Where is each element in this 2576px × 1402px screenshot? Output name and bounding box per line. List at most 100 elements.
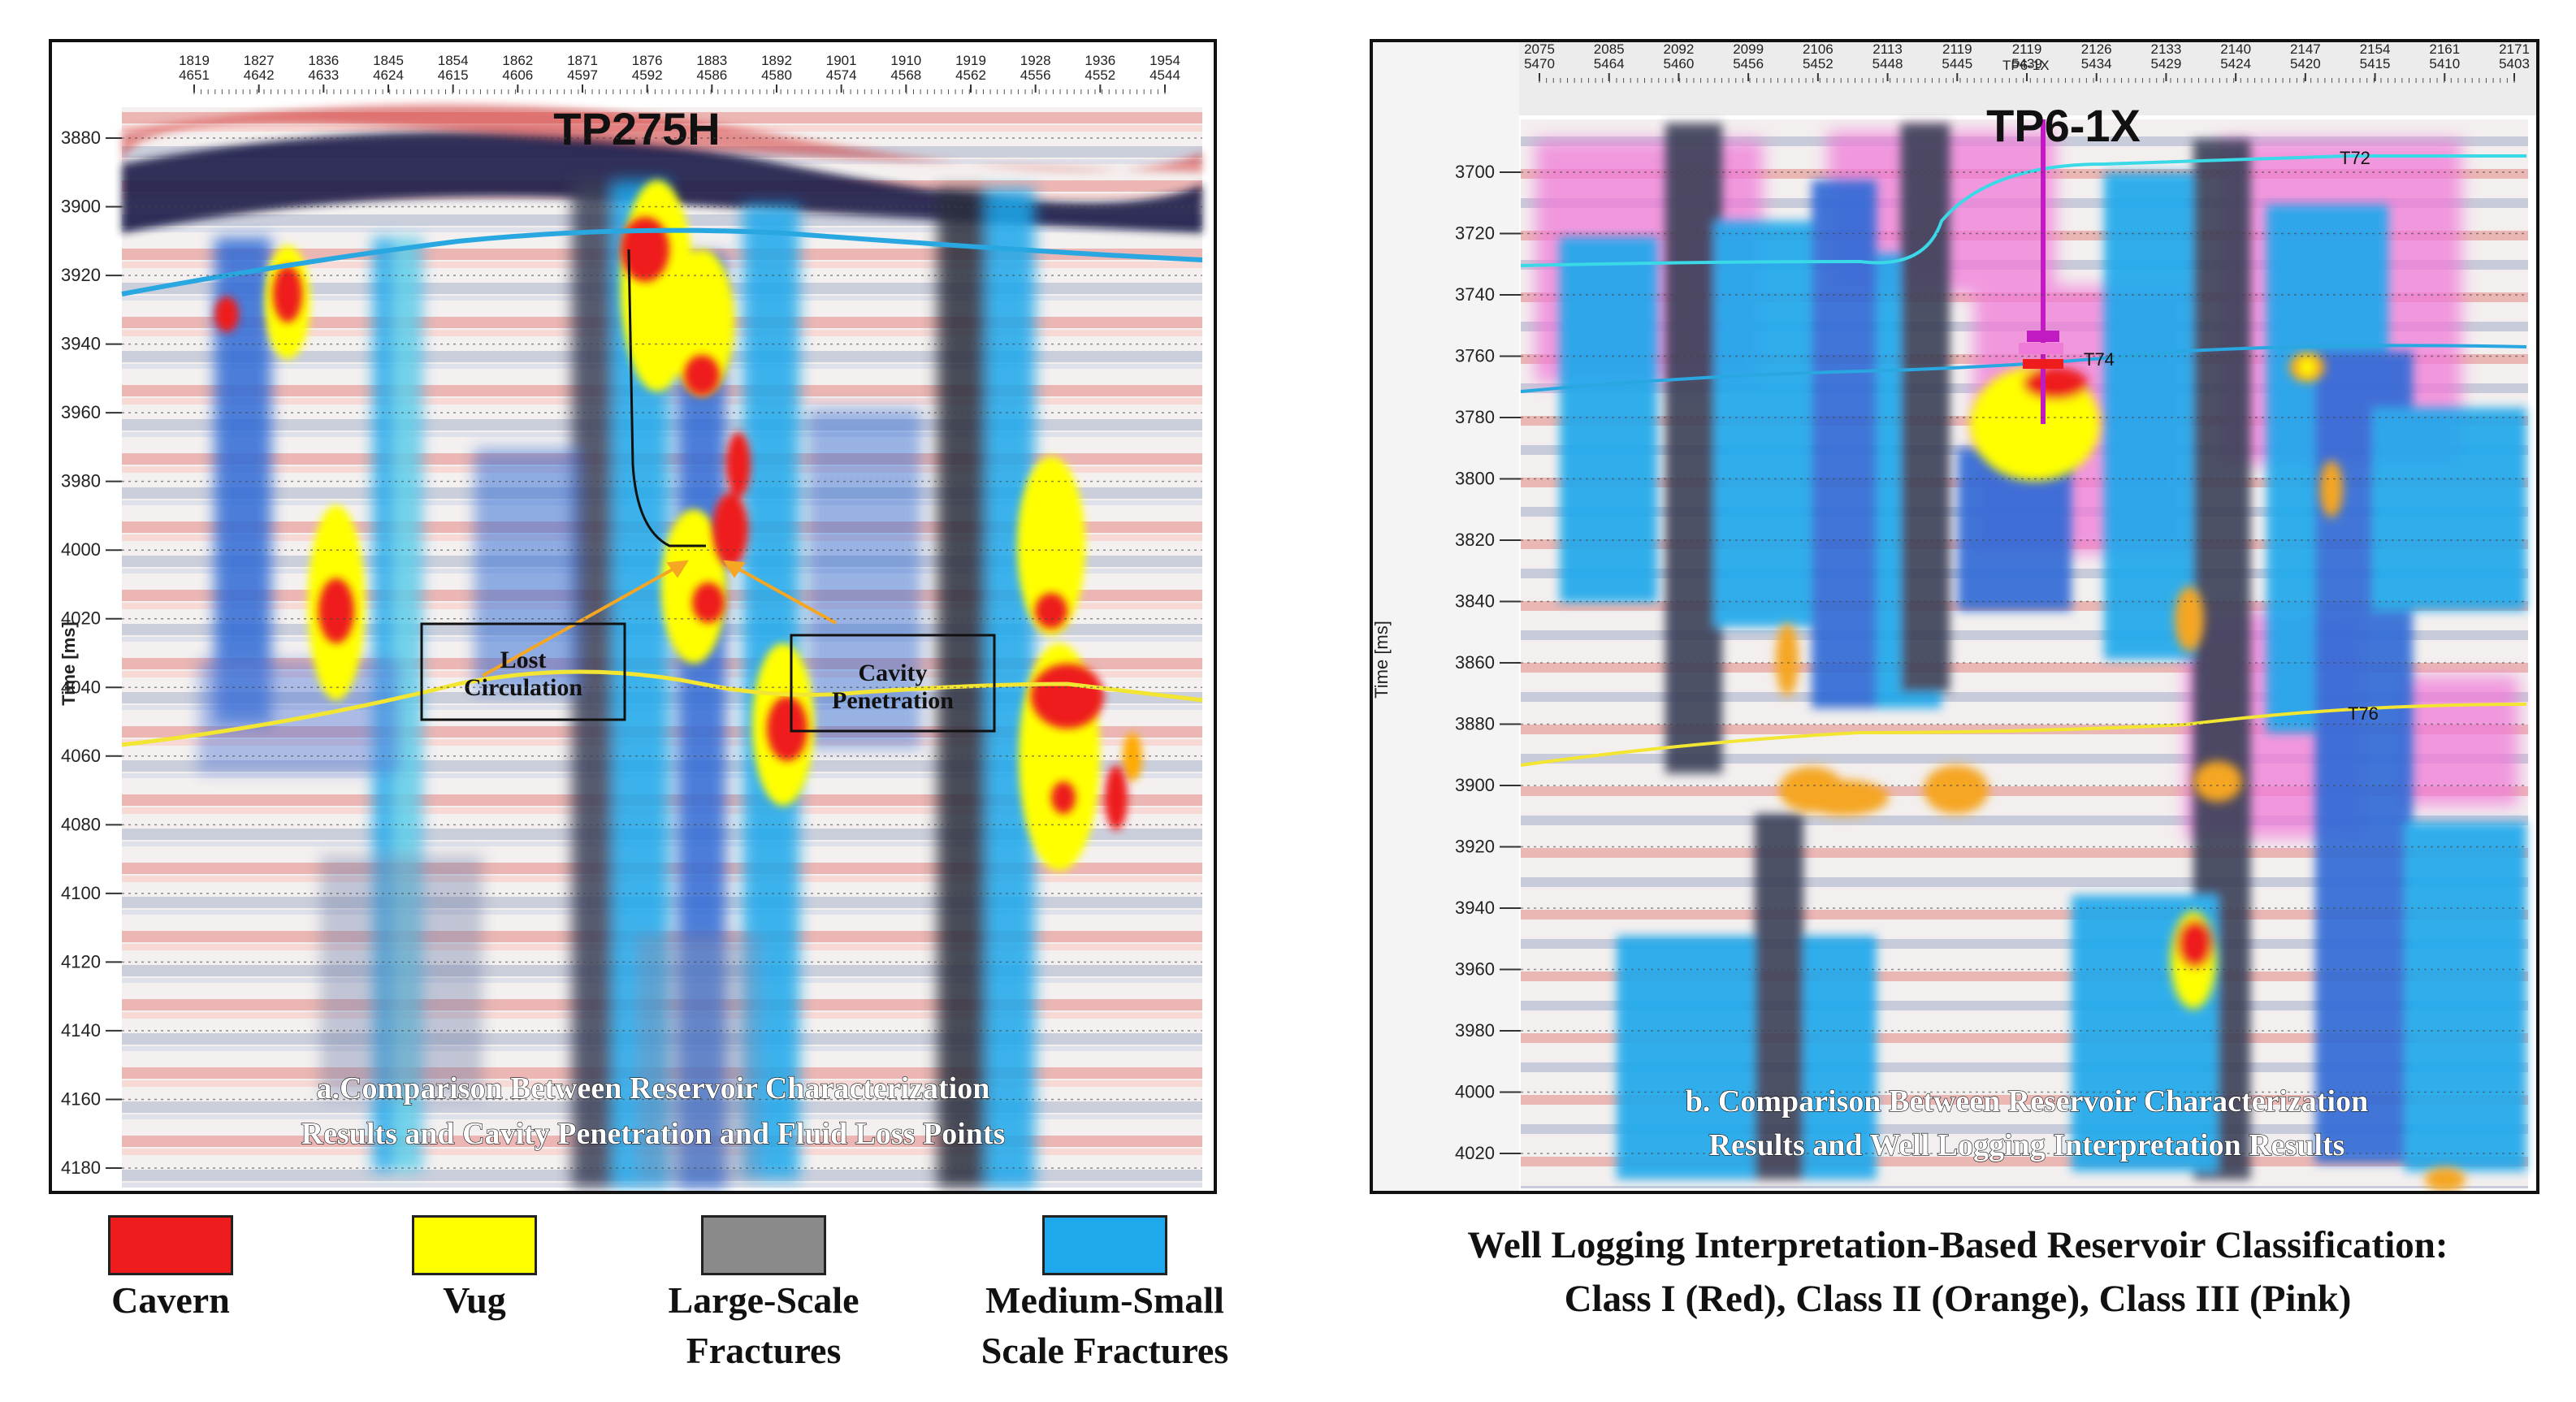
time-tick-label: 3880 bbox=[1455, 714, 1495, 734]
time-tick-label: 3900 bbox=[61, 197, 101, 217]
trace-tick-top: 1819 bbox=[179, 53, 210, 68]
trace-tick-top: 2113 bbox=[1872, 42, 1903, 57]
panel-b-seismic-section: T72 T74 T76 TP6-1X TP6-1X 2075 5470 2085 54… bbox=[1370, 39, 2539, 1194]
trace-tick-top: 1954 bbox=[1149, 53, 1180, 68]
time-tick-label: 3800 bbox=[1455, 469, 1495, 489]
legend-item-cavern: Cavern bbox=[89, 1215, 252, 1326]
horizon-label-t76: T76 bbox=[2348, 703, 2379, 724]
lost-circulation-label: Lost Circulation bbox=[464, 647, 582, 701]
trace-tick-bottom: 4580 bbox=[761, 67, 792, 83]
trace-tick-bottom: 5403 bbox=[2499, 56, 2530, 71]
trace-tick-top: 1919 bbox=[955, 53, 986, 68]
caption-a-line2: Results and Cavity Penetration and Fluid… bbox=[301, 1117, 1006, 1151]
time-tick-label: 3920 bbox=[1455, 837, 1495, 857]
trace-tick-top: 2075 bbox=[1524, 42, 1555, 57]
trace-tick-bottom: 4651 bbox=[179, 67, 210, 83]
horizon-label-t74: T74 bbox=[2084, 349, 2115, 370]
trace-tick-top: 1901 bbox=[826, 53, 857, 68]
trace-tick-top: 1836 bbox=[308, 53, 339, 68]
trace-tick-bottom: 5424 bbox=[2220, 56, 2251, 71]
trace-tick-bottom: 4592 bbox=[632, 67, 663, 83]
trace-tick-top: 1928 bbox=[1020, 53, 1051, 68]
classification-line1: Well Logging Interpretation-Based Reserv… bbox=[1467, 1224, 2448, 1266]
trace-tick-top: 1910 bbox=[890, 53, 921, 68]
time-tick-label: 3980 bbox=[1455, 1020, 1495, 1041]
trace-tick-bottom: 4624 bbox=[373, 67, 404, 83]
trace-tick-bottom: 4544 bbox=[1149, 67, 1180, 83]
panel-b-svg: T72 T74 T76 TP6-1X TP6-1X 20755470208554… bbox=[1373, 42, 2536, 1191]
time-tick-label: 4000 bbox=[61, 539, 101, 560]
legend-label-cavern: Cavern bbox=[111, 1279, 230, 1321]
time-tick-label: 3700 bbox=[1455, 162, 1495, 182]
well-trajectory-b bbox=[2019, 119, 2063, 424]
classification-note: Well Logging Interpretation-Based Reserv… bbox=[1373, 1218, 2543, 1326]
time-tick-label: 3860 bbox=[1455, 652, 1495, 673]
vug-swatch bbox=[412, 1215, 537, 1275]
trace-tick-top: 1892 bbox=[761, 53, 792, 68]
trace-tick-bottom: 4556 bbox=[1020, 67, 1051, 83]
trace-tick-top: 1862 bbox=[502, 53, 533, 68]
cavity-penetration-label: Cavity Penetration bbox=[832, 660, 954, 714]
trace-tick-top: 2099 bbox=[1733, 42, 1764, 57]
time-tick-label: 3940 bbox=[61, 334, 101, 354]
trace-tick-top: 2171 bbox=[2499, 42, 2530, 57]
time-tick-label: 4000 bbox=[1455, 1082, 1495, 1102]
time-tick-label: 3720 bbox=[1455, 223, 1495, 244]
trace-tick-bottom: 5434 bbox=[2081, 56, 2112, 71]
y-axis-label-a: Time [ms] bbox=[58, 621, 79, 706]
time-tick-label: 4180 bbox=[61, 1158, 101, 1178]
trace-tick-top: 2133 bbox=[2151, 42, 2182, 57]
trace-tick-bottom: 5420 bbox=[2290, 56, 2321, 71]
legend-item-vug: Vug bbox=[393, 1215, 556, 1326]
cavity-penetration-box bbox=[790, 634, 996, 733]
time-tick-label: 3880 bbox=[61, 128, 101, 148]
time-tick-label: 3960 bbox=[61, 402, 101, 422]
trace-tick-bottom: 4642 bbox=[244, 67, 275, 83]
time-axis-a: 3880 3900 3920 3940 3960 3980 4000 4020 4040 4060… bbox=[61, 128, 1202, 1178]
time-tick-label: 3900 bbox=[1455, 775, 1495, 795]
trace-tick-bottom: 5429 bbox=[2151, 56, 2182, 71]
trace-tick-top: 2119 bbox=[1942, 42, 1972, 57]
cavern-swatch bbox=[108, 1215, 233, 1275]
time-tick-label: 3940 bbox=[1455, 898, 1495, 918]
trace-tick-top: 1827 bbox=[244, 53, 275, 68]
legend-item-medium-small-fractures: Medium-Small Scale Fractures bbox=[934, 1215, 1275, 1376]
legend-label-medium-small-fractures: Medium-Small Scale Fractures bbox=[981, 1279, 1229, 1371]
time-tick-label: 4140 bbox=[61, 1020, 101, 1041]
trace-tick-bottom: 4586 bbox=[696, 67, 727, 83]
trace-tick-top: 1876 bbox=[632, 53, 663, 68]
time-tick-label: 3920 bbox=[61, 265, 101, 285]
trace-tick-top: 2147 bbox=[2290, 42, 2321, 57]
seismic-image-b bbox=[1520, 119, 2528, 1191]
trace-tick-bottom: 5456 bbox=[1733, 56, 1764, 71]
time-tick-label: 4020 bbox=[1455, 1143, 1495, 1163]
y-axis-label-b: Time [ms] bbox=[1373, 621, 1392, 699]
caption-b-line1: b. Comparison Between Reservoir Characte… bbox=[1686, 1084, 2368, 1119]
trace-tick-bottom: 4606 bbox=[502, 67, 533, 83]
legend-label-vug: Vug bbox=[443, 1279, 506, 1321]
medium-small-fractures-swatch bbox=[1042, 1215, 1167, 1275]
caption-b-line2: Results and Well Logging Interpretation … bbox=[1709, 1128, 2345, 1162]
time-tick-label: 4080 bbox=[61, 814, 101, 834]
time-tick-label: 3740 bbox=[1455, 284, 1495, 305]
trace-tick-bottom: 5448 bbox=[1872, 56, 1903, 71]
time-tick-label: 4040 bbox=[61, 677, 101, 697]
large-fractures-swatch bbox=[701, 1215, 826, 1275]
trace-tick-top: 2140 bbox=[2220, 42, 2251, 57]
trace-tick-top: 2126 bbox=[2081, 42, 2112, 57]
time-tick-label: 3960 bbox=[1455, 959, 1495, 980]
time-axis-b: 3700 3720 3740 3760 3780 3800 3820 3840 3860 3880… bbox=[1455, 162, 2528, 1163]
well-name-b: TP6-1X bbox=[1986, 100, 2141, 151]
legend-label-large-fractures: Large-Scale Fractures bbox=[668, 1279, 859, 1371]
trace-tick-bottom: 5470 bbox=[1524, 56, 1555, 71]
time-tick-label: 3760 bbox=[1455, 346, 1495, 366]
time-tick-label: 4100 bbox=[61, 883, 101, 903]
lost-circulation-box bbox=[420, 622, 626, 721]
trace-tick-bottom: 4615 bbox=[438, 67, 469, 83]
trace-tick-top: 1845 bbox=[373, 53, 404, 68]
well-trajectory-a bbox=[627, 249, 706, 547]
time-tick-label: 4020 bbox=[61, 608, 101, 629]
trace-tick-bottom: 4562 bbox=[955, 67, 986, 83]
